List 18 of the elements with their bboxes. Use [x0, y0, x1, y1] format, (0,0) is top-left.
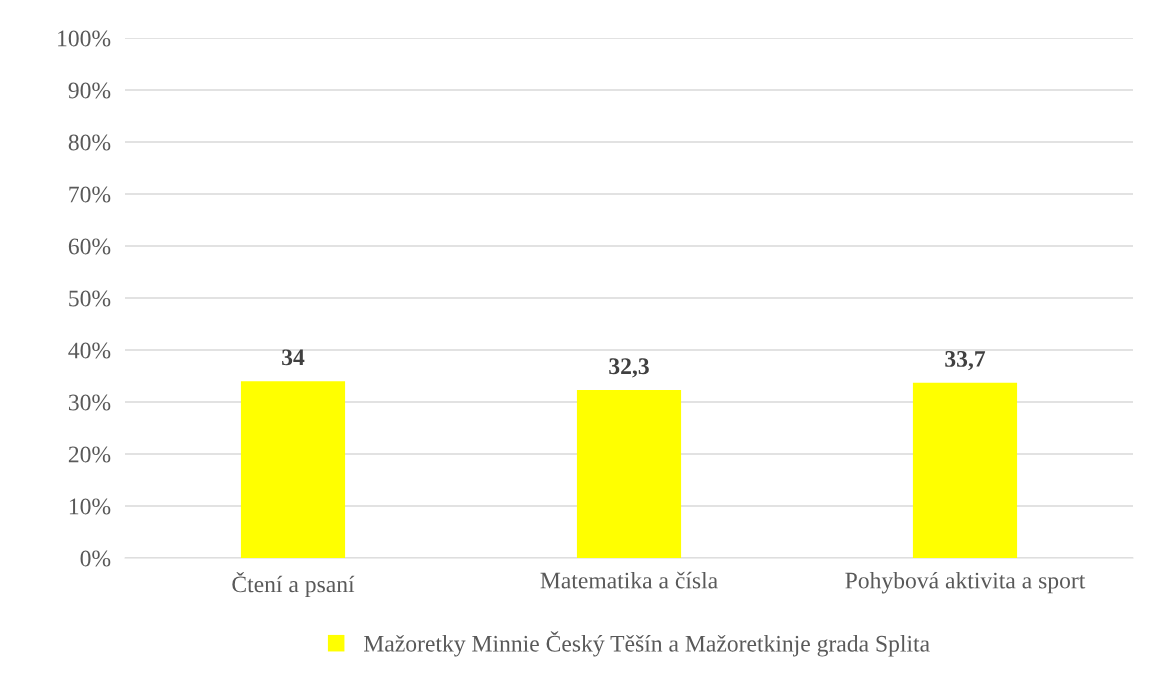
- y-tick-label: 80%: [68, 134, 111, 151]
- y-tick-label: 0%: [80, 550, 111, 567]
- data-label: 32,3: [609, 358, 649, 378]
- x-tick-label: Pohybová aktivita a sport: [845, 571, 1086, 594]
- data-label: 34: [282, 349, 305, 366]
- y-tick-label: 90%: [68, 82, 111, 99]
- y-tick-label: 40%: [68, 342, 111, 359]
- legend-label: Mažoretky Minnie Český Těšín a Mažoretkinje grada Splita: [364, 631, 930, 657]
- x-tick-label: Matematika a čísla: [540, 571, 718, 589]
- data-label: 33,7: [945, 350, 986, 371]
- y-tick-label: 10%: [69, 498, 111, 515]
- y-tick-label: 100%: [58, 30, 111, 47]
- y-tick-label: 30%: [68, 394, 111, 411]
- y-tick-label: 20%: [68, 446, 111, 463]
- x-tick-label: Čtení a psaní: [232, 571, 355, 598]
- y-tick-label: 70%: [69, 186, 111, 203]
- y-tick-label: 50%: [69, 290, 111, 307]
- y-tick-label: 60%: [68, 238, 111, 255]
